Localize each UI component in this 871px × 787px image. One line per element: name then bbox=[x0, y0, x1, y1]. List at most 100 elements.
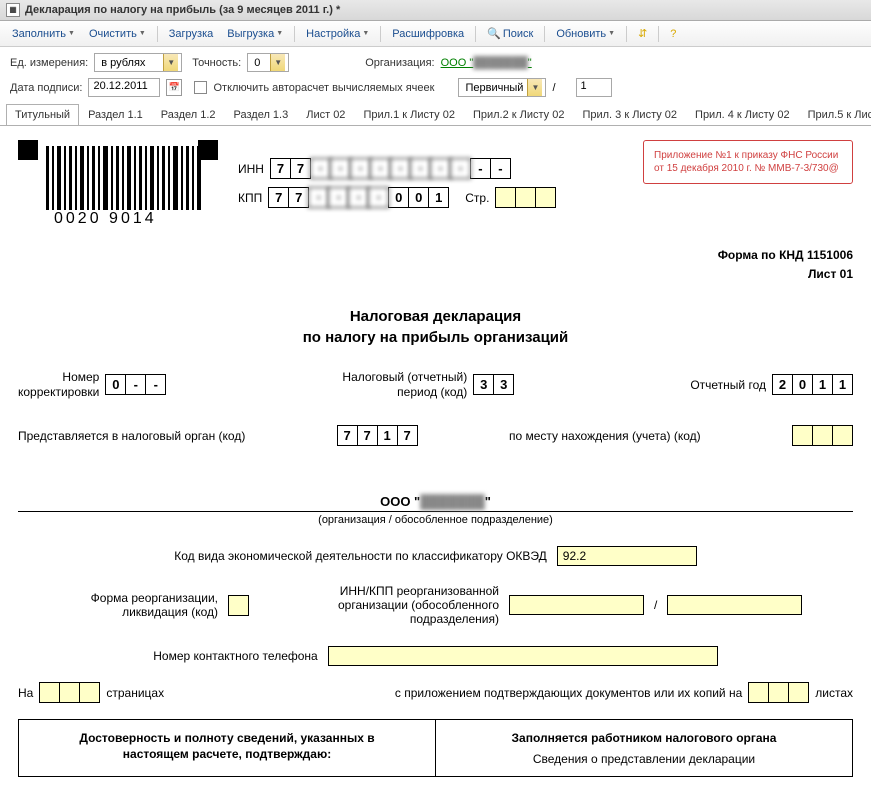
okved-input[interactable] bbox=[557, 546, 697, 566]
magnifier-icon: 🔍 bbox=[487, 27, 501, 40]
tab-0[interactable]: Титульный bbox=[6, 104, 79, 126]
reorg-kpp-input[interactable] bbox=[667, 595, 802, 615]
kpp-cells[interactable]: 77••••001 bbox=[268, 187, 449, 208]
load-button[interactable]: Загрузка bbox=[163, 26, 219, 42]
inn-label: ИНН bbox=[238, 162, 264, 176]
marker-square bbox=[198, 140, 218, 160]
tab-9[interactable]: Прил.5 к Листу 02 bbox=[799, 104, 871, 126]
chevron-down-icon: ▼ bbox=[163, 54, 178, 71]
search-button[interactable]: 🔍Поиск bbox=[481, 25, 539, 42]
window-titlebar: ▦ Декларация по налогу на прибыль (за 9 … bbox=[0, 0, 871, 21]
unit-label: Ед. измерения: bbox=[10, 57, 88, 69]
kpp-label: КПП bbox=[238, 191, 262, 205]
separator bbox=[658, 26, 659, 42]
str-cells[interactable] bbox=[495, 187, 556, 208]
tab-5[interactable]: Прил.1 к Листу 02 bbox=[354, 104, 464, 126]
tab-4[interactable]: Лист 02 bbox=[297, 104, 354, 126]
reorg-label: Форма реорганизации,ликвидация (код) bbox=[18, 591, 218, 619]
form-area: 0020 9014 ИНН 77••••••••-- КПП 77••••001… bbox=[0, 126, 871, 787]
fill-button[interactable]: Заполнить▼ bbox=[6, 26, 81, 42]
filled-heading: Заполняется работником налогового органа bbox=[448, 730, 840, 746]
tab-1[interactable]: Раздел 1.1 bbox=[79, 104, 152, 126]
inn-kpp-block: ИНН 77••••••••-- КПП 77••••001 Стр. bbox=[238, 158, 556, 216]
pages-suffix-label: страницах bbox=[106, 686, 164, 700]
confirm-heading: Достоверность и полноту сведений, указан… bbox=[31, 730, 423, 762]
org-link[interactable]: ООО "███████" bbox=[441, 57, 532, 69]
chevron-down-icon: ▼ bbox=[276, 30, 283, 37]
params-bar: Ед. измерения: в рублях▼ Точность: 0▼ Ор… bbox=[0, 47, 871, 103]
barcode: 0020 9014 bbox=[18, 140, 218, 228]
pages-cells[interactable] bbox=[39, 682, 100, 703]
attach-cells[interactable] bbox=[748, 682, 809, 703]
refresh-button[interactable]: Обновить▼ bbox=[550, 26, 621, 42]
filled-sub: Сведения о представлении декларации bbox=[448, 752, 840, 766]
primary-select[interactable]: Первичный▼ bbox=[458, 78, 546, 97]
chevron-down-icon: ▼ bbox=[139, 30, 146, 37]
settings-button[interactable]: Настройка▼ bbox=[300, 26, 375, 42]
phone-input[interactable] bbox=[328, 646, 718, 666]
upload-button[interactable]: Выгрузка▼ bbox=[221, 26, 289, 42]
divider bbox=[18, 511, 853, 512]
org-label: Организация: bbox=[365, 57, 434, 69]
chevron-down-icon: ▼ bbox=[362, 30, 369, 37]
barcode-svg bbox=[46, 146, 206, 210]
separator bbox=[294, 26, 295, 42]
tax-org-cells[interactable]: 7717 bbox=[337, 425, 418, 446]
updown-icon: ⇵ bbox=[638, 27, 647, 40]
period-cells[interactable]: 33 bbox=[473, 374, 514, 395]
corr-cells[interactable]: 0-- bbox=[105, 374, 166, 395]
tab-6[interactable]: Прил.2 к Листу 02 bbox=[464, 104, 574, 126]
reorg-inn-input[interactable] bbox=[509, 595, 644, 615]
date-label: Дата подписи: bbox=[10, 82, 82, 94]
separator bbox=[544, 26, 545, 42]
place-label: по месту нахождения (учета) (код) bbox=[509, 429, 701, 443]
form-code-block: Форма по КНД 1151006 Лист 01 bbox=[18, 246, 853, 284]
org-name: ООО "███████" bbox=[18, 494, 853, 509]
reorg-code-cell[interactable] bbox=[228, 595, 249, 616]
tab-2[interactable]: Раздел 1.2 bbox=[152, 104, 225, 126]
period-label: Налоговый (отчетный)период (код) bbox=[342, 370, 467, 399]
marker-square bbox=[18, 140, 38, 160]
inn-cells[interactable]: 77••••••••-- bbox=[270, 158, 511, 179]
tax-org-label: Представляется в налоговый орган (код) bbox=[18, 429, 245, 443]
chevron-down-icon: ▼ bbox=[608, 30, 615, 37]
app-icon: ▦ bbox=[6, 3, 20, 17]
tab-bar: ТитульныйРаздел 1.1Раздел 1.2Раздел 1.3Л… bbox=[0, 103, 871, 126]
place-cells[interactable] bbox=[792, 425, 853, 446]
precision-label: Точность: bbox=[192, 57, 241, 69]
separator bbox=[157, 26, 158, 42]
pages-on-label: На bbox=[18, 686, 33, 700]
unit-select[interactable]: в рублях▼ bbox=[94, 53, 182, 72]
year-label: Отчетный год bbox=[690, 378, 766, 392]
barcode-number: 0020 9014 bbox=[54, 210, 157, 228]
form-title: Налоговая декларация по налогу на прибыл… bbox=[18, 306, 853, 348]
slash-label: / bbox=[552, 82, 555, 94]
calendar-icon[interactable]: 📅 bbox=[166, 79, 182, 96]
separator bbox=[475, 26, 476, 42]
str-label: Стр. bbox=[465, 191, 489, 205]
window-title: Декларация по налогу на прибыль (за 9 ме… bbox=[25, 4, 340, 16]
chevron-down-icon: ▼ bbox=[270, 54, 285, 71]
attach-label: с приложением подтверждающих документов … bbox=[395, 686, 742, 700]
tab-3[interactable]: Раздел 1.3 bbox=[225, 104, 298, 126]
updown-button[interactable]: ⇵ bbox=[632, 25, 653, 42]
page-num-input[interactable]: 1 bbox=[576, 78, 612, 97]
date-input[interactable]: 20.12.2011 bbox=[88, 78, 160, 97]
org-subnote: (организация / обособленное подразделени… bbox=[18, 514, 853, 526]
separator bbox=[626, 26, 627, 42]
separator bbox=[380, 26, 381, 42]
tab-7[interactable]: Прил. 3 к Листу 02 bbox=[573, 104, 686, 126]
year-cells[interactable]: 2011 bbox=[772, 374, 853, 395]
autorecalc-label: Отключить авторасчет вычисляемых ячеек bbox=[213, 82, 434, 94]
chevron-down-icon: ▼ bbox=[68, 30, 75, 37]
toolbar: Заполнить▼ Очистить▼ Загрузка Выгрузка▼ … bbox=[0, 21, 871, 47]
okved-label: Код вида экономической деятельности по к… bbox=[174, 549, 547, 563]
attach-suffix-label: листах bbox=[815, 686, 853, 700]
clear-button[interactable]: Очистить▼ bbox=[83, 26, 152, 42]
help-button[interactable]: ? bbox=[664, 26, 682, 42]
autorecalc-checkbox[interactable] bbox=[194, 81, 207, 94]
precision-select[interactable]: 0▼ bbox=[247, 53, 289, 72]
decode-button[interactable]: Расшифровка bbox=[386, 26, 470, 42]
corr-label: Номеркорректировки bbox=[18, 370, 99, 399]
tab-8[interactable]: Прил. 4 к Листу 02 bbox=[686, 104, 799, 126]
